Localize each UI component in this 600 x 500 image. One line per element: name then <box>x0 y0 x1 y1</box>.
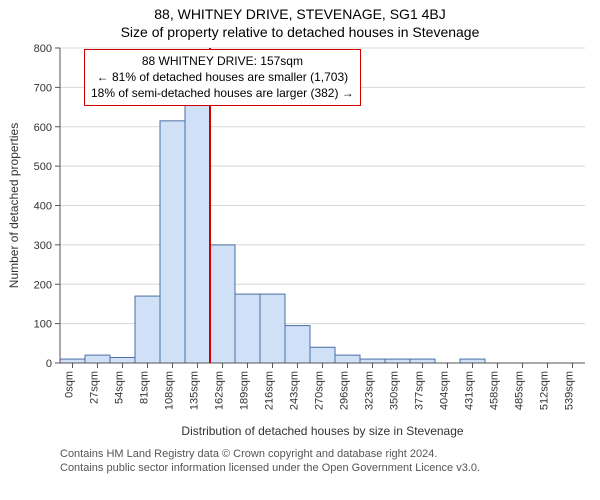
svg-text:54sqm: 54sqm <box>114 371 126 404</box>
svg-text:243sqm: 243sqm <box>289 371 301 410</box>
info-box: 88 WHITNEY DRIVE: 157sqm ← 81% of detach… <box>84 49 361 106</box>
svg-text:108sqm: 108sqm <box>164 371 176 410</box>
info-line-2: ← 81% of detached houses are smaller (1,… <box>91 69 354 85</box>
svg-text:458sqm: 458sqm <box>489 371 501 410</box>
svg-text:Distribution of detached house: Distribution of detached houses by size … <box>181 424 464 438</box>
svg-text:400: 400 <box>34 200 52 212</box>
svg-text:296sqm: 296sqm <box>339 371 351 410</box>
svg-text:323sqm: 323sqm <box>364 371 376 410</box>
svg-text:300: 300 <box>34 240 52 252</box>
svg-text:135sqm: 135sqm <box>189 371 201 410</box>
info-line-3: 18% of semi-detached houses are larger (… <box>91 85 354 101</box>
svg-text:100: 100 <box>34 319 52 331</box>
attribution-block: Contains HM Land Registry data © Crown c… <box>0 443 600 476</box>
subtitle: Size of property relative to detached ho… <box>0 23 600 41</box>
chart-container: 0 100 200 300 400 500 600 700 800 0sqm 27sqm 54sqm 8… <box>0 43 600 443</box>
svg-text:Number of detached properties: Number of detached properties <box>7 123 21 288</box>
svg-text:27sqm: 27sqm <box>89 371 101 404</box>
attrib-line-1: Contains HM Land Registry data © Crown c… <box>60 447 592 461</box>
svg-text:162sqm: 162sqm <box>214 371 226 410</box>
attrib-line-2: Contains public sector information licen… <box>60 461 592 475</box>
svg-text:404sqm: 404sqm <box>439 371 451 410</box>
address-title: 88, WHITNEY DRIVE, STEVENAGE, SG1 4BJ <box>0 6 600 23</box>
svg-text:539sqm: 539sqm <box>564 371 576 410</box>
title-block: 88, WHITNEY DRIVE, STEVENAGE, SG1 4BJ Si… <box>0 0 600 41</box>
svg-text:700: 700 <box>34 82 52 94</box>
svg-text:0sqm: 0sqm <box>64 371 76 398</box>
svg-text:270sqm: 270sqm <box>314 371 326 410</box>
svg-text:189sqm: 189sqm <box>239 371 251 410</box>
svg-text:377sqm: 377sqm <box>414 371 426 410</box>
svg-text:600: 600 <box>34 122 52 134</box>
info-line-1: 88 WHITNEY DRIVE: 157sqm <box>91 53 354 69</box>
svg-text:81sqm: 81sqm <box>139 371 151 404</box>
svg-text:431sqm: 431sqm <box>464 371 476 410</box>
svg-text:800: 800 <box>34 43 52 55</box>
svg-text:200: 200 <box>34 279 52 291</box>
svg-text:485sqm: 485sqm <box>514 371 526 410</box>
svg-text:500: 500 <box>34 161 52 173</box>
svg-text:512sqm: 512sqm <box>539 371 551 410</box>
svg-text:216sqm: 216sqm <box>264 371 276 410</box>
svg-text:0: 0 <box>46 358 52 370</box>
svg-text:350sqm: 350sqm <box>389 371 401 410</box>
